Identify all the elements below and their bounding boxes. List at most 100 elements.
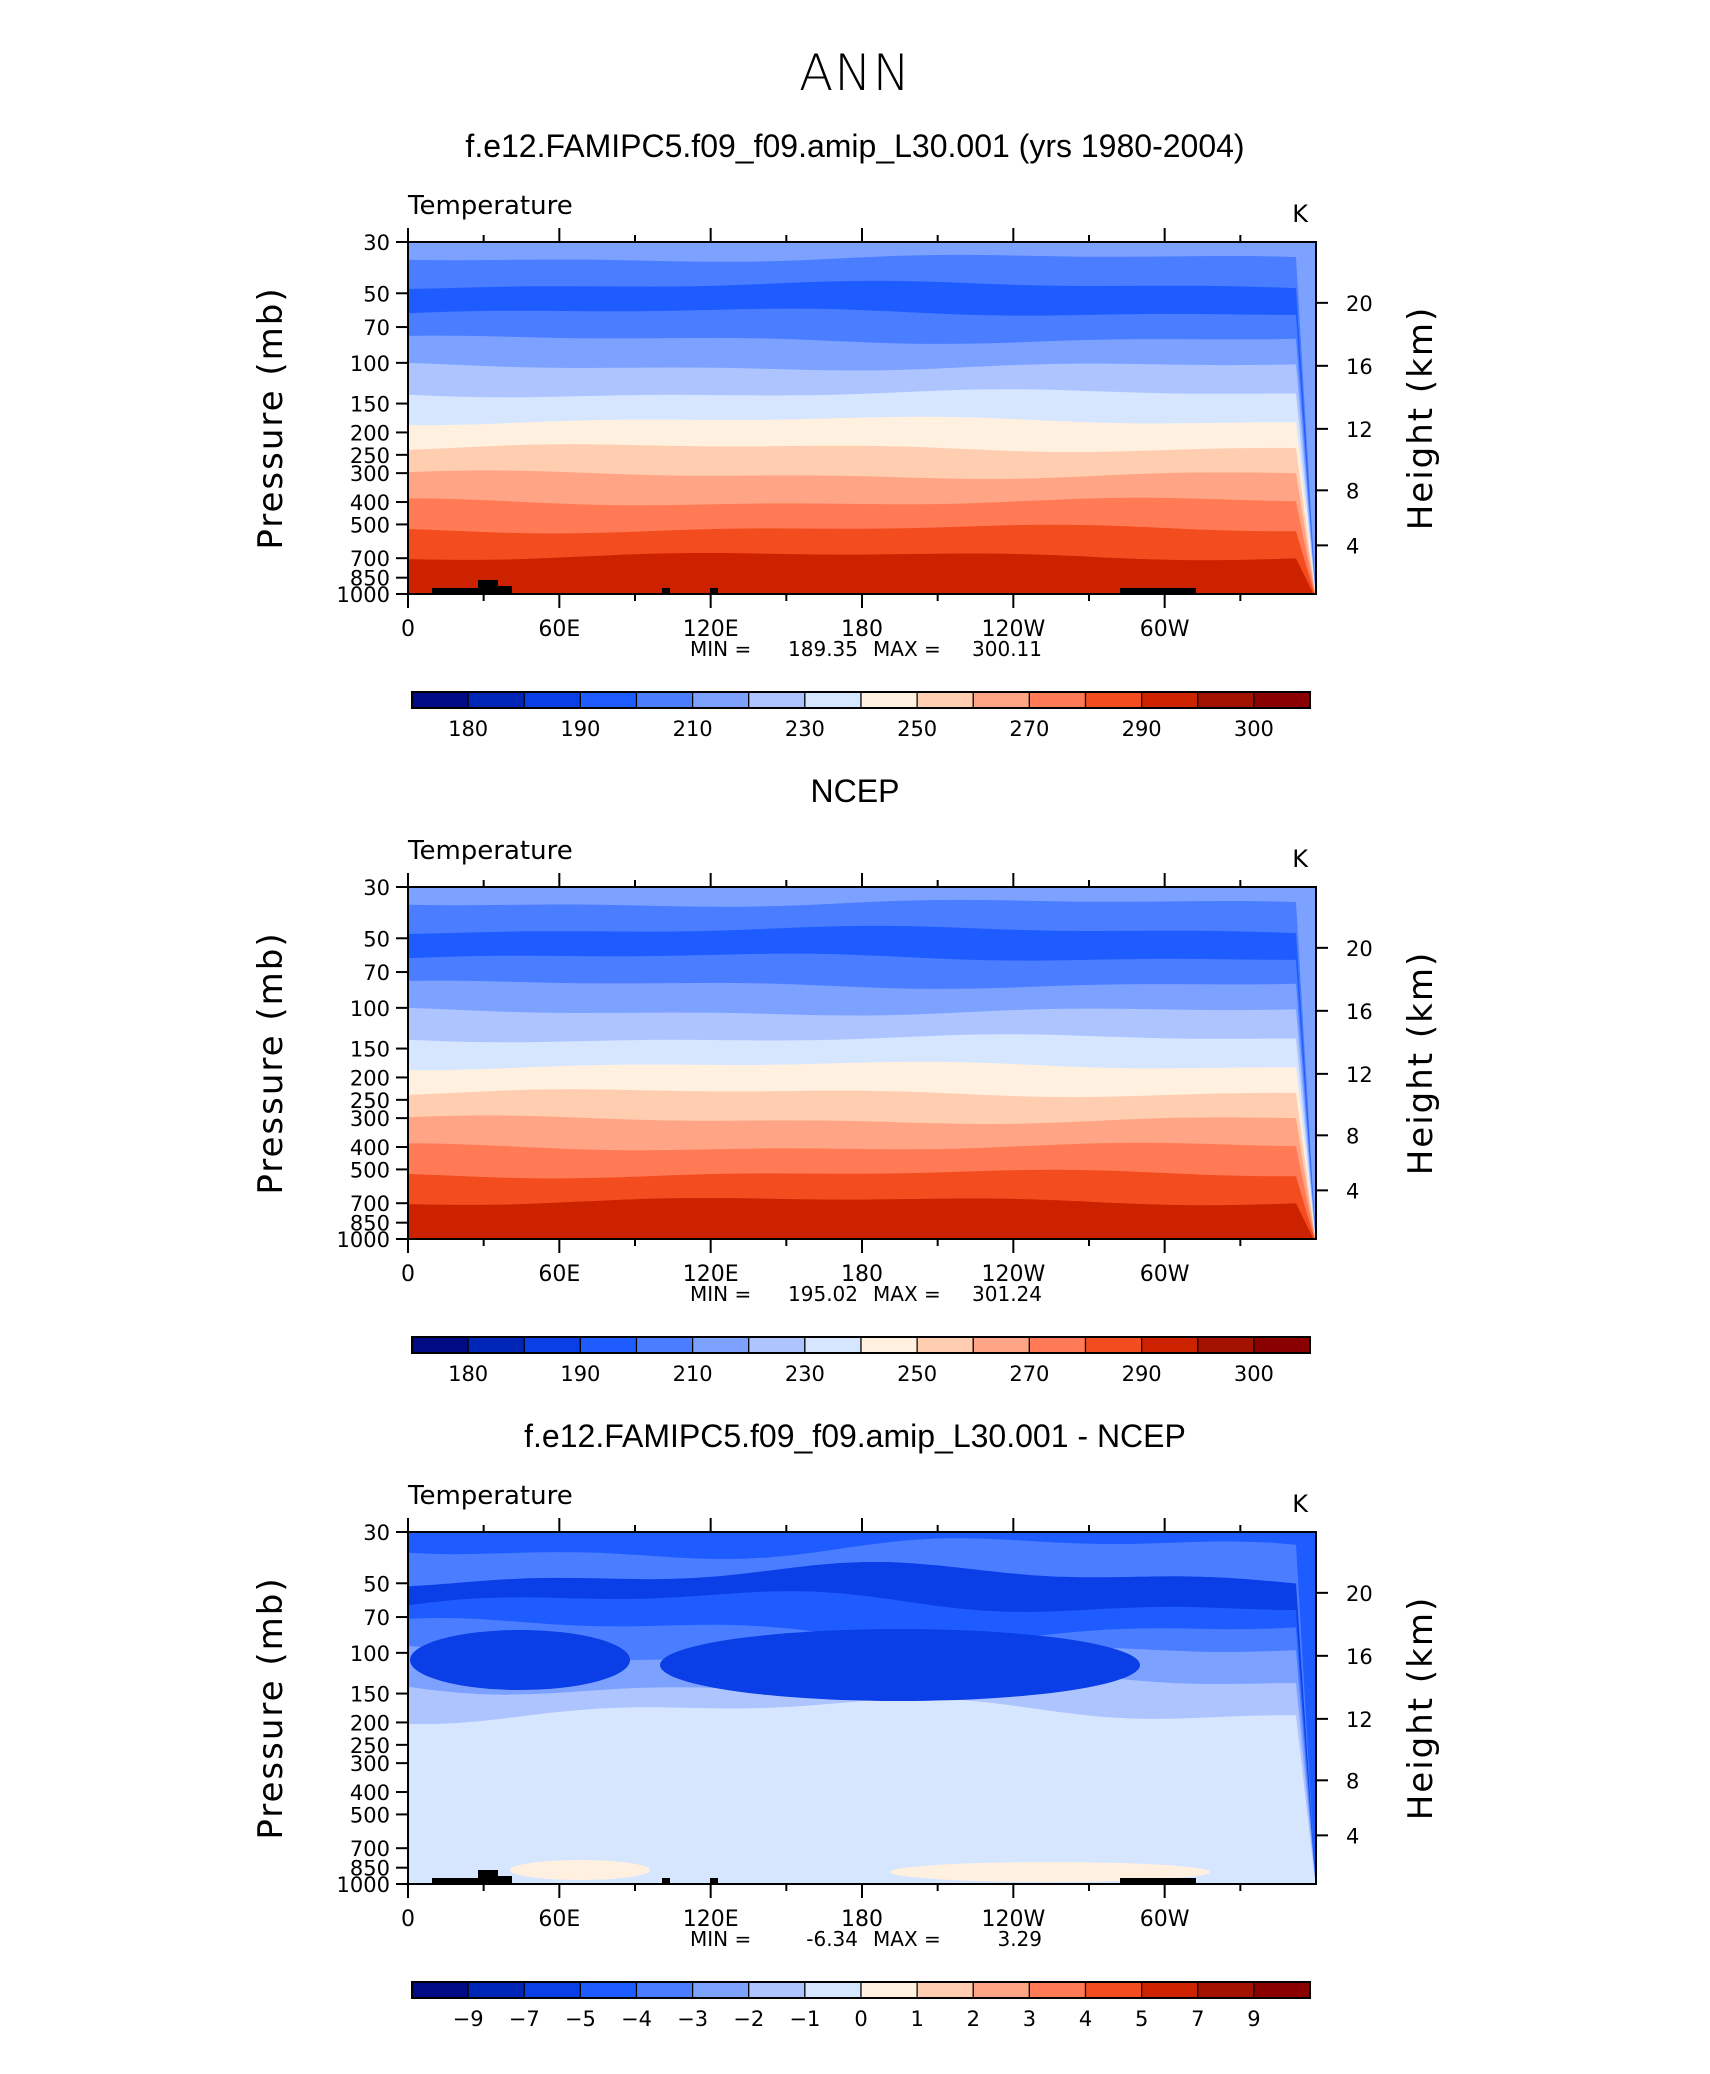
contour-fill [408, 242, 1316, 594]
units-label: K [1292, 845, 1309, 873]
colorbar-swatch [467, 1981, 525, 1999]
height-tick-label: 16 [1346, 1000, 1373, 1024]
colorbar-frame [411, 1336, 1311, 1354]
contour-chart-ncep: 3050701001502002503004005007008501000201… [251, 836, 1441, 1386]
colorbar-frame [411, 691, 1311, 709]
lon-tick-label: 60E [538, 1907, 580, 1932]
height-tick-label: 8 [1346, 1769, 1359, 1793]
colorbar-label: −7 [509, 2007, 540, 2031]
panel-title: NCEP [810, 773, 900, 809]
y-axis-title: Pressure (mb) [251, 931, 291, 1194]
colorbar-label: 250 [897, 1362, 937, 1386]
contour-band [660, 1629, 1140, 1701]
topography [1120, 1878, 1196, 1884]
colorbar-swatch [1197, 1981, 1255, 1999]
colorbar-label: 180 [448, 717, 488, 741]
pressure-tick-label: 850 [350, 1857, 390, 1881]
contour-band [410, 1630, 630, 1690]
lon-tick-label: 60E [538, 1262, 580, 1287]
height-tick-label: 12 [1346, 418, 1373, 442]
topography [478, 580, 498, 594]
colorbar-swatch [635, 1981, 694, 1999]
colorbar-swatch [1028, 691, 1087, 709]
topography [494, 1876, 512, 1884]
colorbar-label: 230 [785, 717, 825, 741]
colorbar-label: −2 [733, 2007, 764, 2031]
colorbar-swatch [860, 1981, 918, 1999]
pressure-tick-label: 70 [363, 1606, 390, 1630]
pressure-tick-label: 50 [363, 927, 390, 951]
y-axis-right-title: Height (km) [1401, 951, 1441, 1176]
colorbar-label: 290 [1122, 1362, 1162, 1386]
y-axis-right-title: Height (km) [1401, 1596, 1441, 1821]
colorbar-swatch [692, 1336, 750, 1354]
colorbar-swatch [467, 1336, 525, 1354]
panel-ncep: NCEP 30 50 70 100 150 200 250 300 400 500 700 850 10… [0, 765, 1710, 1415]
lon-tick-label: 0 [401, 1907, 415, 1932]
colorbar-label: 5 [1135, 2007, 1148, 2031]
colorbar-label: −3 [677, 2007, 708, 2031]
pressure-tick-label: 700 [350, 1837, 390, 1861]
pressure-tick-label: 700 [350, 547, 390, 571]
colorbar-swatch [916, 1336, 974, 1354]
colorbar-label: 7 [1191, 2007, 1204, 2031]
colorbar-swatch [1141, 691, 1199, 709]
pressure-tick-label: 50 [363, 1572, 390, 1596]
colorbar-swatch [916, 691, 974, 709]
panel-difference: f.e12.FAMIPC5.f09_f09.amip_L30.001 - NCE… [0, 1410, 1710, 2060]
colorbar-swatch [1141, 1981, 1199, 1999]
colorbar-label: −9 [453, 2007, 484, 2031]
height-tick-label: 12 [1346, 1063, 1373, 1087]
height-tick-label: 20 [1346, 292, 1373, 316]
colorbar-label: 190 [560, 1362, 600, 1386]
topography [710, 588, 718, 594]
lon-tick-label: 180 [841, 1262, 883, 1287]
pressure-tick-label: 200 [350, 1711, 390, 1735]
pressure-tick-label: 300 [350, 462, 390, 486]
height-tick-label: 8 [1346, 1124, 1359, 1148]
pressure-tick-label: 30 [363, 231, 390, 255]
pressure-tick-label: 70 [363, 961, 390, 985]
colorbar-swatch [1084, 1336, 1143, 1354]
pressure-tick-label: 30 [363, 1521, 390, 1545]
colorbar-swatch [748, 691, 806, 709]
lon-tick-label: 120E [683, 1262, 739, 1287]
panel-title: f.e12.FAMIPC5.f09_f09.amip_L30.001 (yrs … [465, 128, 1245, 164]
colorbar-swatch [635, 1336, 694, 1354]
colorbar-swatch [1197, 691, 1255, 709]
colorbar-swatch [1084, 1981, 1143, 1999]
colorbar-swatch [804, 1981, 862, 1999]
pressure-tick-label: 100 [350, 997, 390, 1021]
colorbar-swatch [1084, 691, 1143, 709]
height-tick-label: 20 [1346, 1582, 1373, 1606]
lon-tick-label: 120E [683, 617, 739, 642]
colorbar-swatch [411, 1981, 469, 1999]
colorbar-swatch [692, 1981, 750, 1999]
y-axis-title: Pressure (mb) [251, 1576, 291, 1839]
pressure-tick-label: 500 [350, 1803, 390, 1827]
height-tick-label: 8 [1346, 479, 1359, 503]
colorbar-swatch [692, 691, 750, 709]
colorbar-swatch [804, 1336, 862, 1354]
pressure-tick-label: 150 [350, 1038, 390, 1062]
colorbar-swatch [748, 1981, 806, 1999]
colorbar-label: 1 [910, 2007, 923, 2031]
colorbar-frame [411, 1981, 1311, 1999]
colorbar-swatch [523, 1981, 581, 1999]
height-tick-label: 20 [1346, 937, 1373, 961]
pressure-tick-label: 70 [363, 316, 390, 340]
height-tick-label: 16 [1346, 1645, 1373, 1669]
panel-title: f.e12.FAMIPC5.f09_f09.amip_L30.001 - NCE… [524, 1418, 1186, 1454]
contour-chart-difference: 3050701001502002503004005007008501000201… [251, 1481, 1441, 2031]
colorbar-swatch [579, 1981, 638, 1999]
pressure-tick-label: 200 [350, 1066, 390, 1090]
contour-chart-model: 3050701001502002503004005007008501000201… [251, 191, 1441, 741]
pressure-tick-label: 30 [363, 876, 390, 900]
height-tick-label: 4 [1346, 1179, 1359, 1203]
pressure-tick-label: 100 [350, 352, 390, 376]
colorbar-swatch [1197, 1336, 1255, 1354]
colorbar-label: 3 [1023, 2007, 1036, 2031]
colorbar-swatch [635, 691, 694, 709]
max-label: MAX = [873, 1927, 941, 1951]
colorbar-swatch [467, 691, 525, 709]
